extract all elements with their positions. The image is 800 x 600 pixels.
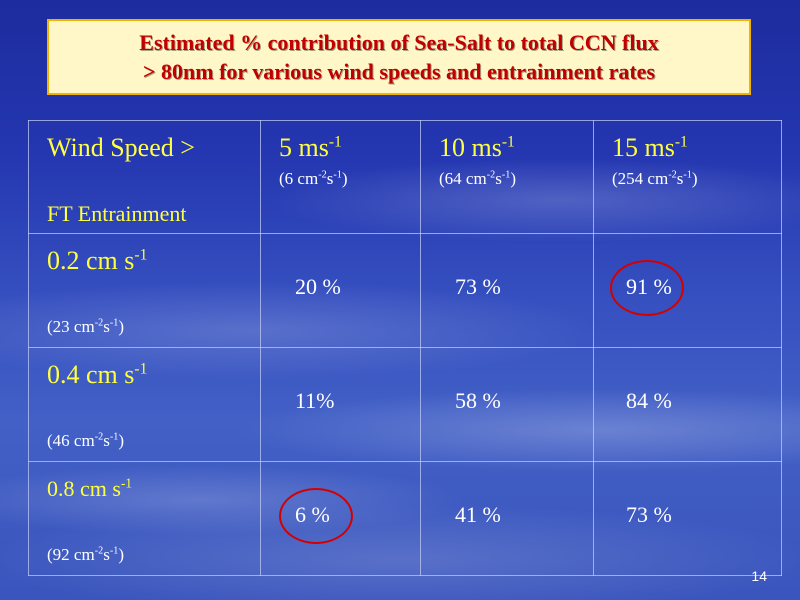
value-cell-highlighted: 6 % [260,461,421,576]
slide-title-box: Estimated % contribution of Sea-Salt to … [47,19,751,95]
table-header-row: Wind Speed > FT Entrainment 5 ms-1 (6 cm… [28,120,782,234]
value-cell: 20 % [260,233,421,348]
highlight-circle [610,260,684,316]
value-cell: 41 % [420,461,594,576]
value-cell: 73 % [420,233,594,348]
value-cell: 73 % [593,461,782,576]
source-flux-10: (64 cm-2s-1) [439,169,516,188]
header-cell-5ms: 5 ms-1 (6 cm-2s-1) [260,120,421,234]
header-cell-15ms: 15 ms-1 (254 cm-2s-1) [593,120,782,234]
header-cell-10ms: 10 ms-1 (64 cm-2s-1) [420,120,594,234]
contribution-table: Wind Speed > FT Entrainment 5 ms-1 (6 cm… [28,120,782,576]
page-number: 14 [751,568,767,584]
slide-title-line-2: > 80nm for various wind speeds and entra… [142,59,656,84]
value-text: 73 % [455,274,501,299]
value-cell-highlighted: 91 % [593,233,782,348]
table-row: 0.8 cm s-1 (92 cm-2s-1) 6 % 41 % 73 % [28,461,782,576]
wind-speed-10: 10 ms-1 [439,133,515,162]
source-flux-5: (6 cm-2s-1) [279,169,348,188]
table-row: 0.2 cm s-1 (23 cm-2s-1) 20 % 73 % 91 % [28,233,782,348]
source-flux-15: (254 cm-2s-1) [612,169,698,188]
value-cell: 58 % [420,347,594,462]
row-label-cell: 0.4 cm s-1 (46 cm-2s-1) [28,347,261,462]
value-text: 20 % [295,274,341,299]
value-text: 41 % [455,502,501,527]
entrainment-rate: 0.4 cm s-1 [47,360,148,389]
entrainment-flux: (46 cm-2s-1) [47,431,124,450]
value-cell: 84 % [593,347,782,462]
table-row: 0.4 cm s-1 (46 cm-2s-1) 11% 58 % 84 % [28,347,782,462]
entrainment-rate: 0.8 cm s-1 [47,475,132,501]
value-text: 11% [295,388,335,413]
value-text: 73 % [626,502,672,527]
entrainment-rate: 0.2 cm s-1 [47,246,148,275]
entrainment-flux: (23 cm-2s-1) [47,317,124,336]
slide-title-line-1: Estimated % contribution of Sea-Salt to … [139,30,659,55]
highlight-circle [279,488,353,544]
wind-speed-label: Wind Speed > [47,133,195,162]
value-cell: 11% [260,347,421,462]
ft-entrainment-label: FT Entrainment [47,201,187,226]
wind-speed-5: 5 ms-1 [279,133,342,162]
value-text: 58 % [455,388,501,413]
value-text: 84 % [626,388,672,413]
wind-speed-15: 15 ms-1 [612,133,688,162]
row-label-cell: 0.8 cm s-1 (92 cm-2s-1) [28,461,261,576]
entrainment-flux: (92 cm-2s-1) [47,545,124,564]
row-label-cell: 0.2 cm s-1 (23 cm-2s-1) [28,233,261,348]
header-corner-cell: Wind Speed > FT Entrainment [28,120,261,234]
